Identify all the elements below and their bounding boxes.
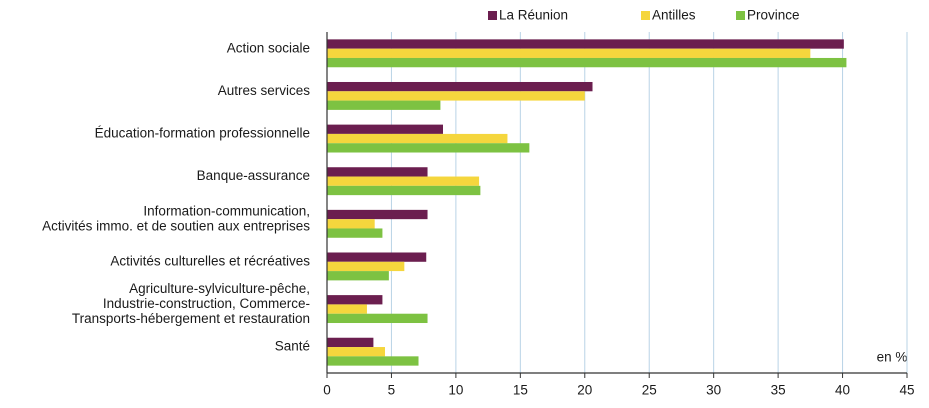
bar — [327, 313, 428, 324]
bar — [327, 252, 427, 262]
y-tick-label: Santé — [275, 338, 310, 353]
bar — [327, 219, 375, 229]
bar — [327, 228, 383, 238]
bar — [327, 133, 508, 144]
bar — [327, 176, 480, 186]
bar — [327, 39, 844, 49]
legend-label: Antilles — [652, 8, 696, 23]
x-tick-label: 30 — [706, 383, 721, 398]
x-tick-label: 5 — [388, 383, 396, 398]
bar — [327, 347, 385, 357]
bar — [327, 91, 585, 101]
y-tick-label: Banque-assurance — [197, 168, 310, 183]
x-tick-label: 15 — [513, 383, 528, 398]
x-tick-label: 10 — [448, 383, 463, 398]
bar — [327, 167, 428, 177]
bar — [327, 337, 374, 348]
bar — [327, 304, 367, 314]
y-tick-label: Action sociale — [227, 40, 310, 55]
bar — [327, 185, 481, 196]
y-tick-label: Activités culturelles et récréatives — [110, 253, 310, 268]
bar — [327, 356, 419, 366]
legend-label: Province — [747, 8, 800, 23]
unit-label: en % — [877, 350, 908, 365]
bar — [327, 295, 383, 305]
x-tick-label: 0 — [323, 383, 331, 398]
bar — [327, 48, 811, 58]
bar — [327, 81, 593, 92]
bar — [327, 57, 847, 68]
y-tick-label: Agriculture-sylviculture-pêche, Industrie… — [72, 281, 310, 326]
x-tick-label: 45 — [899, 383, 914, 398]
x-tick-label: 25 — [642, 383, 657, 398]
legend-swatch — [488, 11, 497, 20]
x-tick-label: 40 — [835, 383, 850, 398]
bar — [327, 261, 405, 272]
y-tick-label: Autres services — [218, 83, 311, 98]
x-tick-label: 20 — [577, 383, 592, 398]
bar — [327, 143, 530, 153]
bar — [327, 100, 441, 110]
legend-swatch — [736, 11, 745, 20]
y-tick-label: Information-communication, Activités immo… — [42, 203, 310, 233]
legend-swatch — [641, 11, 650, 20]
bar — [327, 124, 443, 134]
x-tick-label: 35 — [771, 383, 786, 398]
bar — [327, 271, 389, 281]
bar — [327, 209, 428, 220]
y-tick-label: Éducation-formation professionnelle — [95, 125, 310, 140]
legend-label: La Réunion — [499, 8, 568, 23]
